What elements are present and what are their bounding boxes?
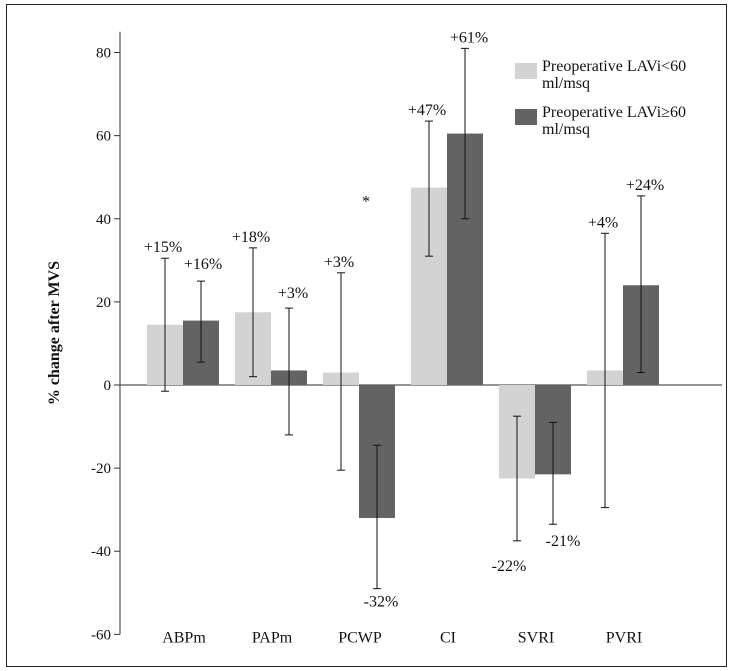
data-label: +16% bbox=[184, 256, 222, 273]
x-category-label: CI bbox=[440, 629, 456, 646]
bar-chart: -60 -40 -20 0 20 40 60 80 % change after MVS ABPm… bbox=[46, 29, 722, 646]
data-label: +3% bbox=[278, 285, 308, 302]
legend-label: Preoperative LAVi<60 bbox=[542, 58, 686, 75]
x-category-label: PAPm bbox=[252, 629, 293, 646]
y-tick-label: 80 bbox=[96, 46, 111, 62]
data-label: +4% bbox=[588, 214, 618, 231]
x-category-label: SVRI bbox=[518, 629, 554, 646]
bars bbox=[147, 133, 659, 518]
y-tick-label: -60 bbox=[91, 627, 111, 643]
x-category-label: PCWP bbox=[338, 629, 382, 646]
data-label: +3% bbox=[324, 254, 354, 271]
y-tick-label: 40 bbox=[96, 212, 111, 228]
data-label: -32% bbox=[364, 594, 399, 611]
error-bars bbox=[161, 47, 645, 590]
data-label: -22% bbox=[492, 558, 527, 575]
data-label: +18% bbox=[232, 229, 270, 246]
legend-label: ml/msq bbox=[542, 121, 590, 138]
y-tick-label: -20 bbox=[91, 461, 111, 477]
data-label: +24% bbox=[626, 177, 664, 194]
legend-label: Preoperative LAVi≥60 bbox=[542, 104, 686, 121]
data-label: +61% bbox=[450, 29, 488, 46]
significance-asterisk: * bbox=[362, 193, 370, 210]
data-label: +47% bbox=[408, 102, 446, 119]
data-labels: +15%+16% +18% +3% +3% -32% +47% +61% -22% -21% +4… bbox=[144, 29, 664, 610]
legend-swatch bbox=[515, 109, 537, 125]
x-category-label: PVRI bbox=[606, 629, 642, 646]
x-category-label: ABPm bbox=[162, 629, 206, 646]
chart-frame: -60 -40 -20 0 20 40 60 80 % change after MVS ABPm… bbox=[6, 4, 727, 667]
y-axis-title: % change after MVS bbox=[46, 261, 63, 405]
y-tick-label: 0 bbox=[104, 378, 112, 394]
y-tick-label: 20 bbox=[96, 295, 111, 311]
data-label: +15% bbox=[144, 239, 182, 256]
y-tick-label: -40 bbox=[91, 544, 111, 560]
legend-swatch bbox=[515, 63, 537, 79]
legend-label: ml/msq bbox=[542, 75, 590, 92]
y-tick-label: 60 bbox=[96, 129, 111, 145]
data-label: -21% bbox=[546, 533, 581, 550]
